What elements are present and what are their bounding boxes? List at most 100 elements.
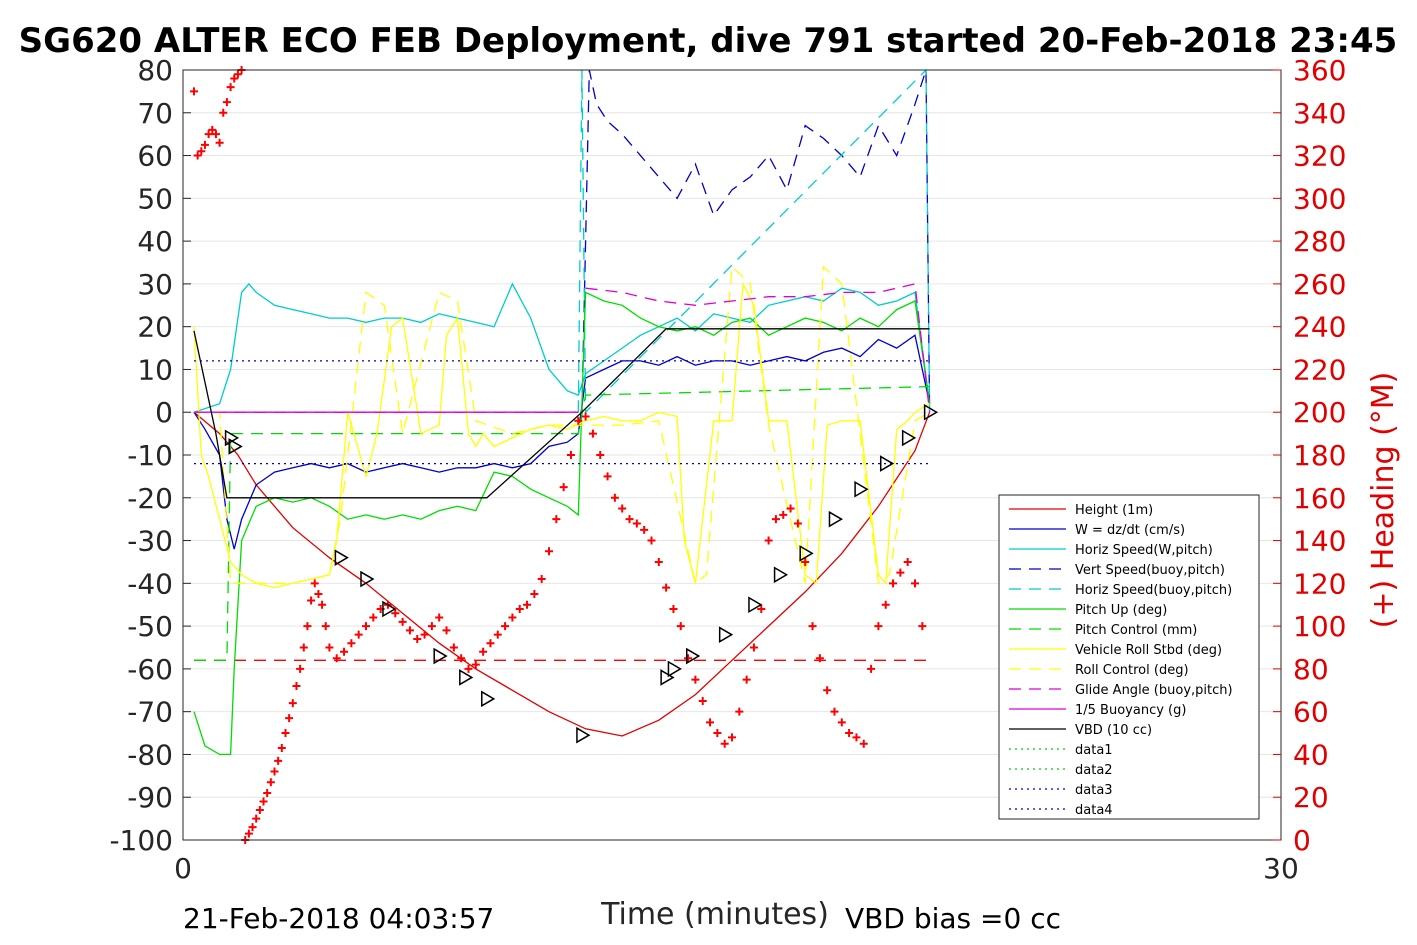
heading-point: [277, 744, 286, 753]
heading-point: [596, 451, 605, 459]
y-right-tick-label: 60: [1293, 696, 1329, 729]
y-right-tick-label: 260: [1293, 268, 1346, 301]
heading-point: [427, 622, 436, 631]
y-right-tick-label: 80: [1293, 653, 1329, 686]
chart-title: SG620 ALTER ECO FEB Deployment, dive 791…: [19, 21, 1398, 61]
y-axis-left-ticks: 80 70 60 50 40 30 20 10 0 -10 -20 -30 -40 -50 -60 -70 -8…: [109, 54, 191, 857]
heading-point: [244, 829, 253, 838]
heading-point: [340, 647, 349, 656]
heading-point: [299, 643, 308, 652]
heading-point: [713, 729, 722, 738]
heading-point: [749, 643, 758, 652]
y-right-tick-label: 120: [1293, 567, 1346, 600]
triangle-marker: [901, 429, 917, 447]
heading-point: [676, 622, 685, 631]
heading-point: [918, 622, 927, 631]
y-tick-label: 70: [137, 97, 173, 130]
y-tick-label: -80: [127, 738, 173, 771]
heading-point: [896, 568, 905, 577]
heading-point: [189, 87, 198, 96]
heading-point: [248, 823, 257, 832]
y-tick-label: -30: [127, 525, 173, 558]
x-axis-ticks: 0 30: [174, 832, 1299, 885]
legend-label: Pitch Up (deg): [1075, 603, 1167, 618]
heading-point: [208, 125, 217, 134]
heading-point: [369, 613, 378, 622]
heading-point: [757, 605, 766, 613]
heading-point: [735, 707, 744, 716]
heading-point: [566, 451, 575, 459]
y-right-tick-label: 20: [1293, 781, 1329, 814]
heading-points: [189, 66, 927, 844]
x-tick-label: 30: [1263, 852, 1299, 885]
heading-point: [830, 707, 839, 716]
y-right-tick-label: 100: [1293, 610, 1346, 643]
heading-point: [471, 660, 480, 669]
heading-point: [266, 778, 275, 787]
heading-point: [867, 664, 876, 673]
heading-point: [501, 622, 510, 631]
heading-point: [325, 643, 334, 652]
heading-point: [720, 739, 729, 748]
heading-point: [321, 622, 330, 631]
heading-point: [193, 151, 202, 160]
y-right-tick-label: 340: [1293, 97, 1346, 130]
triangle-marker: [360, 570, 375, 588]
heading-point: [771, 515, 780, 524]
y-tick-label: -100: [109, 824, 173, 857]
heading-point: [318, 600, 327, 609]
y-tick-label: 40: [137, 225, 173, 258]
heading-point: [625, 515, 634, 524]
heading-point: [823, 686, 832, 695]
heading-point: [307, 596, 316, 605]
heading-point: [903, 557, 912, 566]
heading-point: [706, 718, 715, 727]
heading-point: [537, 575, 546, 584]
heading-point: [405, 626, 414, 635]
heading-point: [219, 108, 228, 117]
heading-point: [204, 130, 213, 139]
triangle-marker: [748, 596, 763, 614]
heading-point: [233, 70, 242, 79]
footer-vbd-bias: VBD bias =0 cc: [845, 902, 1061, 935]
triangle-marker: [667, 660, 682, 678]
series-line: [193, 291, 931, 756]
heading-point: [303, 622, 312, 631]
triangle-marker: [879, 455, 895, 472]
legend-label: data3: [1075, 783, 1113, 798]
heading-point: [837, 718, 846, 727]
heading-point: [742, 675, 751, 684]
triangle-markers: [224, 403, 939, 744]
y-tick-label: -10: [127, 439, 173, 472]
heading-point: [889, 579, 898, 588]
series-line: [585, 283, 931, 413]
heading-point: [530, 590, 539, 599]
heading-point: [270, 767, 279, 776]
series-line: [194, 385, 930, 661]
heading-point: [391, 609, 400, 618]
heading-point: [603, 472, 612, 481]
heading-point: [552, 515, 561, 524]
heading-point: [588, 429, 597, 438]
heading-point: [435, 613, 444, 622]
heading-point: [332, 654, 341, 663]
y-tick-label: 0: [155, 396, 173, 429]
series-lines: [193, 68, 931, 756]
x-tick-label: 0: [174, 852, 192, 885]
y-tick-label: -70: [127, 696, 173, 729]
heading-point: [669, 605, 678, 613]
y-tick-label: -40: [127, 567, 173, 600]
triangle-marker: [228, 438, 243, 455]
heading-point: [252, 814, 261, 823]
heading-point: [420, 630, 429, 639]
triangle-marker: [459, 669, 474, 686]
heading-point: [255, 806, 264, 815]
heading-point: [515, 605, 524, 613]
y-right-tick-label: 140: [1293, 525, 1346, 558]
heading-point: [779, 510, 788, 519]
legend-label: data1: [1075, 743, 1113, 758]
y-tick-label: -20: [127, 482, 173, 515]
series-line: [193, 411, 931, 737]
heading-point: [285, 714, 294, 723]
